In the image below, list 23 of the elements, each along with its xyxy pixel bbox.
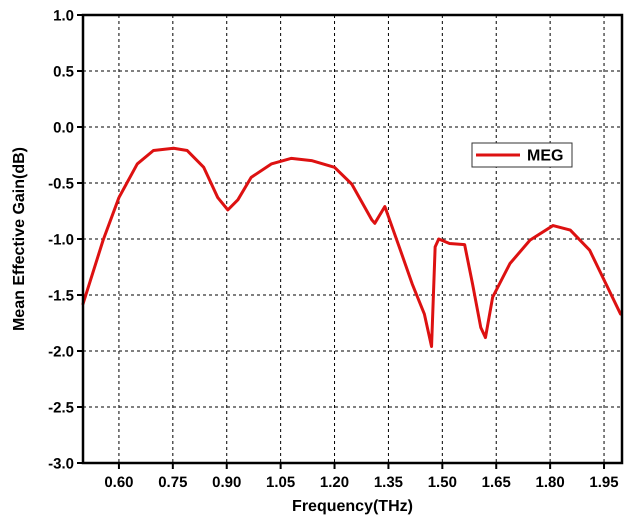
y-tick-label: -0.5	[48, 175, 74, 192]
y-tick-label: -3.0	[48, 455, 74, 472]
y-tick-label: -2.5	[48, 399, 74, 416]
y-tick-label: -2.0	[48, 343, 74, 360]
x-tick-label: 1.05	[266, 474, 296, 491]
y-axis-title: Mean Effective Gain(dB)	[11, 146, 28, 332]
x-tick-label: 1.50	[428, 474, 457, 491]
y-tick-label: -1.5	[48, 287, 74, 304]
y-tick-label: 0.5	[53, 63, 74, 80]
x-tick-label: 1.20	[320, 474, 350, 491]
x-tick-label: 1.80	[536, 474, 565, 491]
y-tick-label: 0.0	[53, 119, 74, 136]
legend-label: MEG	[527, 148, 564, 165]
x-axis-title: Frequency(THz)	[292, 498, 413, 515]
y-tick-label: 1.0	[53, 7, 74, 24]
x-tick-label: 0.60	[104, 474, 134, 491]
x-tick-label: 0.90	[212, 474, 242, 491]
x-tick-label: 0.75	[158, 474, 188, 491]
x-tick-label: 1.65	[482, 474, 511, 491]
x-tick-label: 1.95	[589, 474, 619, 491]
x-tick-label: 1.35	[374, 474, 404, 491]
line-series	[82, 146, 622, 348]
y-tick-label: -1.0	[48, 231, 74, 248]
